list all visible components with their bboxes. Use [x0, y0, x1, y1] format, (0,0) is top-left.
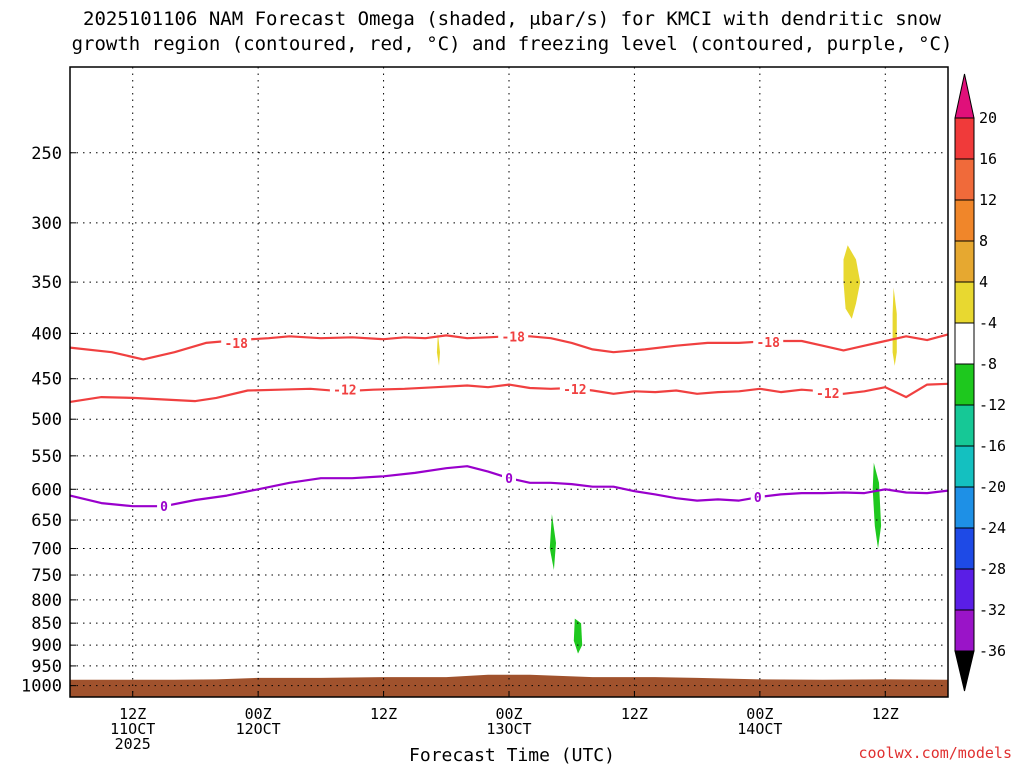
- contour-label-bg: [329, 381, 360, 398]
- contour-layer: -18 -18 -18 -12 -12 -12 0 0 0: [69, 328, 949, 515]
- x-tick-label: 2025: [115, 735, 151, 753]
- omega-region: [872, 462, 882, 549]
- colorbar-bottom-arrow: [954, 650, 975, 692]
- contour-label: 0: [754, 491, 762, 506]
- colorbar-label: -4: [979, 314, 997, 332]
- y-tick-label: 700: [31, 540, 62, 560]
- y-tick-label: 750: [31, 566, 62, 586]
- x-axis-title: Forecast Time (UTC): [409, 745, 615, 766]
- colorbar-top-arrow: [954, 73, 975, 119]
- x-tick-label: 12OCT: [236, 720, 281, 738]
- y-tick-label: 850: [31, 614, 62, 634]
- colorbar-segment: [954, 527, 975, 570]
- y-tick-label: 550: [31, 447, 62, 467]
- omega-shading-layer: [436, 245, 897, 670]
- colorbar-segment: [954, 486, 975, 529]
- omega-region: [436, 333, 440, 366]
- chart-title-line-1: 2025101106 NAM Forecast Omega (shaded, μ…: [83, 8, 941, 30]
- colorbar-segment: [954, 568, 975, 611]
- colorbar-label: -12: [979, 396, 1006, 414]
- contour-label: -18: [224, 337, 248, 352]
- colorbar-segment: [954, 322, 975, 365]
- omega-region: [843, 245, 861, 319]
- colorbar-label: -20: [979, 478, 1006, 496]
- y-tick-label: 600: [31, 480, 62, 500]
- x-tick-label: 00Z: [746, 705, 773, 723]
- colorbar-label: 12: [979, 191, 997, 209]
- colorbar-label: 20: [979, 109, 997, 127]
- y-tick-label: 250: [31, 144, 62, 164]
- y-tick-label: 900: [31, 636, 62, 656]
- colorbar-segment: [954, 281, 975, 324]
- y-tick-label: 300: [31, 214, 62, 234]
- contour-label-bg: [498, 328, 529, 345]
- colorbar: 20 16 12 8 4 -4 -8 -12 -16 -20 -24 -28 -32 -36: [954, 73, 1006, 692]
- omega-region: [625, 448, 647, 543]
- x-tick-label: 00Z: [245, 705, 272, 723]
- colorbar-label: -32: [979, 601, 1006, 619]
- site-credit: coolwx.com/models: [858, 744, 1012, 762]
- contour-label: 0: [160, 500, 168, 515]
- y-tick-label: 500: [31, 410, 62, 430]
- colorbar-segment: [954, 199, 975, 242]
- omega-region: [880, 627, 888, 643]
- contour-label-bg: [812, 384, 843, 401]
- colorbar-segment: [954, 404, 975, 447]
- colorbar-label: 16: [979, 150, 997, 168]
- contour-label-bg: [221, 334, 252, 351]
- contour-label-bg: [559, 380, 590, 397]
- colorbar-label: -36: [979, 642, 1006, 660]
- contour-label: -12: [333, 384, 356, 399]
- colorbar-segment: [954, 445, 975, 488]
- colorbar-label: -28: [979, 560, 1006, 578]
- contour-label: -18: [756, 336, 780, 351]
- chart-title-line-2: growth region (contoured, red, °C) and f…: [71, 33, 953, 55]
- colorbar-segment: [954, 158, 975, 201]
- contour-label-bg: [753, 333, 784, 350]
- y-tick-label: 800: [31, 591, 62, 611]
- colorbar-label: -16: [979, 437, 1006, 455]
- colorbar-label: 8: [979, 232, 988, 250]
- colorbar-label: -24: [979, 519, 1006, 537]
- contour-line: [69, 465, 949, 508]
- x-tick-label: 00Z: [495, 705, 522, 723]
- omega-region: [892, 287, 897, 366]
- x-tick-label: 11OCT: [110, 720, 155, 738]
- colorbar-label: -8: [979, 355, 997, 373]
- contour-label: -12: [563, 383, 586, 398]
- x-tick-label: 12Z: [370, 705, 397, 723]
- omega-region: [573, 618, 583, 654]
- colorbar-label: 4: [979, 273, 988, 291]
- axes-layer: 2503003504004505005506006507007508008509…: [21, 66, 949, 753]
- contour-label: 0: [505, 472, 513, 487]
- x-tick-label: 12Z: [872, 705, 899, 723]
- y-tick-label: 650: [31, 511, 62, 531]
- y-tick-label: 400: [31, 324, 62, 344]
- y-tick-label: 450: [31, 370, 62, 390]
- contour-line: [69, 333, 949, 361]
- grid-layer: [70, 67, 948, 697]
- y-tick-label: 350: [31, 273, 62, 293]
- contour-label-bg: [502, 470, 516, 487]
- y-tick-label: 950: [31, 657, 62, 677]
- contour-label: -18: [501, 330, 525, 345]
- y-tick-label: 1000: [21, 677, 62, 697]
- omega-region: [844, 411, 851, 470]
- x-tick-label: 14OCT: [737, 720, 782, 738]
- colorbar-segment: [954, 240, 975, 283]
- contour-label-bg: [750, 488, 765, 505]
- contour-label: -12: [816, 387, 839, 402]
- plot-frame: [69, 66, 949, 698]
- omega-region: [519, 403, 593, 670]
- colorbar-segment: [954, 117, 975, 160]
- omega-region: [549, 514, 556, 570]
- x-tick-label: 12Z: [621, 705, 648, 723]
- colorbar-segment: [954, 609, 975, 652]
- contour-label-bg: [157, 498, 172, 515]
- x-tick-label: 13OCT: [486, 720, 531, 738]
- x-tick-label: 12Z: [119, 705, 146, 723]
- colorbar-segment: [954, 363, 975, 406]
